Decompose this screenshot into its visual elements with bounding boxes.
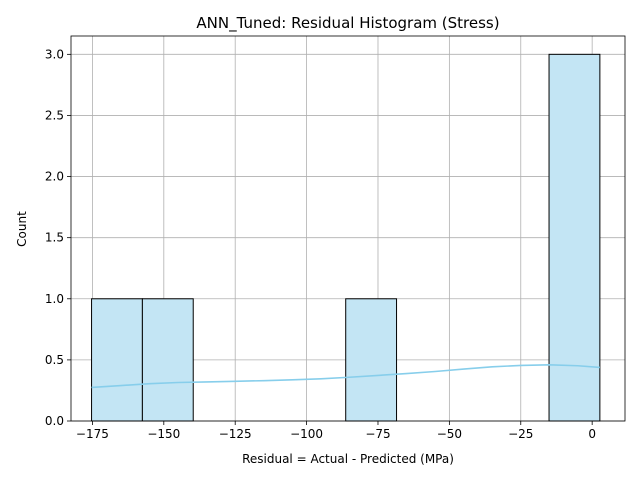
kde-curve-layer (91, 363, 600, 389)
histogram-bar (141, 298, 194, 422)
histogram-bars (91, 53, 601, 422)
chart-title: ANN_Tuned: Residual Histogram (Stress) (196, 14, 499, 33)
y-tick-label: 1.5 (45, 231, 64, 245)
x-tick-label: −175 (76, 427, 109, 441)
x-tick-label: −25 (508, 427, 533, 441)
histogram-bar (548, 53, 601, 422)
x-tick-label: −100 (290, 427, 323, 441)
x-tick-label: −75 (365, 427, 390, 441)
x-tick-label: −50 (437, 427, 462, 441)
y-tick-label: 3.0 (45, 47, 64, 61)
y-tick-label: 0.5 (45, 353, 64, 367)
y-tick-label: 1.0 (45, 292, 64, 306)
x-axis-ticks: −175 −150 −125 −100 −75 −50 −25 0 (76, 421, 596, 441)
y-tick-label: 0.0 (45, 414, 64, 428)
y-tick-label: 2.0 (45, 170, 64, 184)
kde-curve (91, 363, 600, 389)
x-tick-label: 0 (588, 427, 596, 441)
plot-area-frame (70, 35, 626, 422)
histogram-bar (345, 298, 398, 422)
x-tick-label: −125 (219, 427, 252, 441)
x-axis-label: Residual = Actual - Predicted (MPa) (242, 452, 454, 466)
y-axis-ticks: 0.0 0.5 1.0 1.5 2.0 2.5 3.0 (45, 47, 71, 428)
y-axis-label: Count (15, 211, 29, 247)
y-tick-label: 2.5 (45, 108, 64, 122)
x-tick-label: −150 (147, 427, 180, 441)
histogram-bar (91, 298, 143, 422)
